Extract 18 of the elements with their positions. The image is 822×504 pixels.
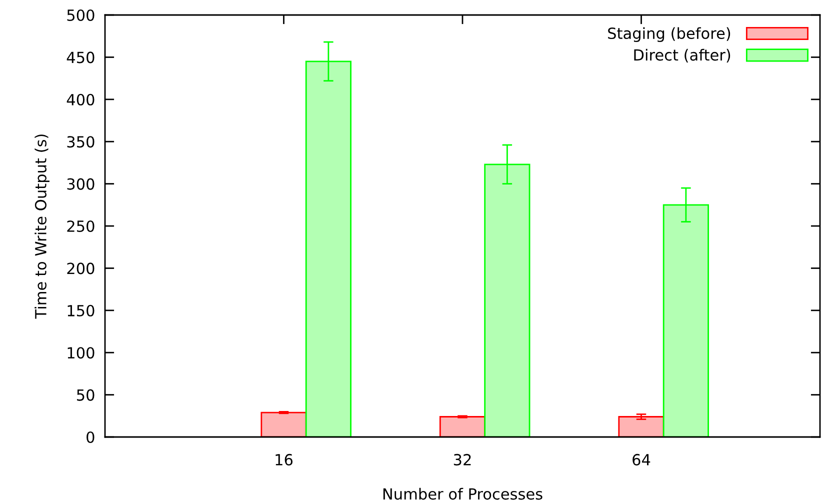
y-tick-label: 450 bbox=[66, 52, 94, 64]
x-axis-title: Number of Processes bbox=[383, 488, 542, 500]
y-tick-label: 0 bbox=[86, 431, 94, 444]
y-axis-title: Time to Write Output (s) bbox=[34, 134, 50, 319]
y-tick-label: 50 bbox=[77, 389, 94, 401]
y-tick-label: 250 bbox=[67, 220, 94, 232]
y-tick-label: 200 bbox=[67, 262, 94, 274]
y-tick-label: 300 bbox=[67, 178, 94, 190]
y-tick-label: 400 bbox=[66, 94, 94, 106]
y-tick-label: 100 bbox=[68, 347, 94, 359]
x-tick-label: 32 bbox=[454, 454, 471, 466]
x-tick-label: 16 bbox=[276, 454, 293, 466]
y-tick-label: 350 bbox=[67, 136, 94, 148]
y-tick-label: 150 bbox=[68, 304, 94, 316]
x-tick-label: 64 bbox=[632, 454, 650, 466]
legend-label: Staging (before) bbox=[608, 27, 730, 42]
y-tick-label: 500 bbox=[67, 9, 94, 22]
legend-label: Direct (after) bbox=[634, 48, 730, 63]
